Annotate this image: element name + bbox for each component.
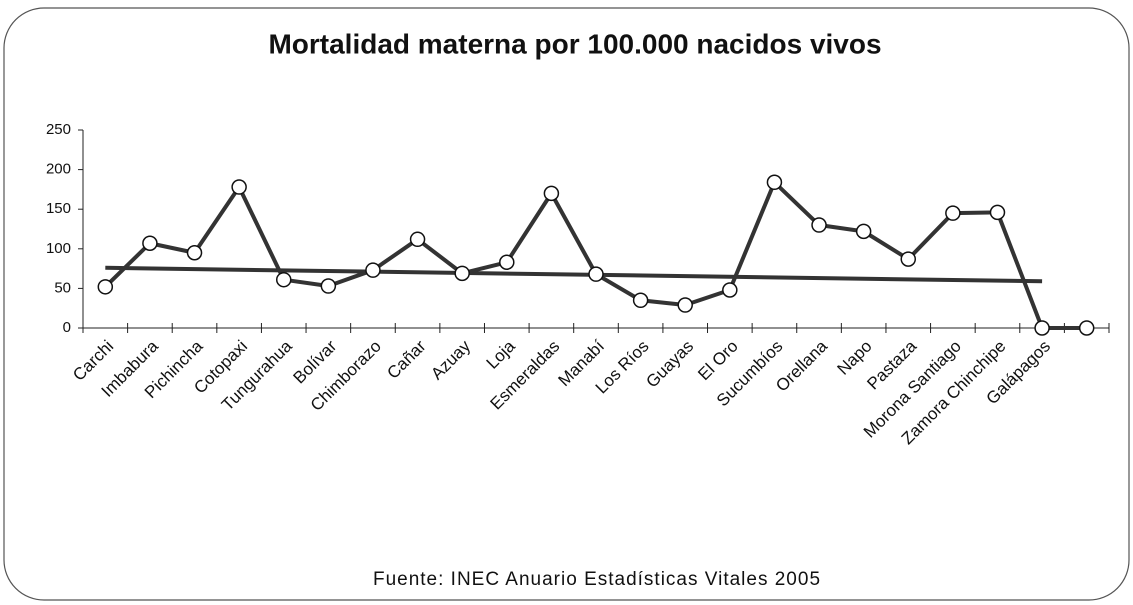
y-tick-label: 0 (63, 319, 71, 336)
data-point (499, 254, 515, 271)
data-point (543, 185, 560, 202)
data-point (320, 278, 337, 294)
data-point (1078, 320, 1095, 336)
data-point (677, 297, 693, 313)
data-point (855, 223, 872, 240)
data-point (1034, 320, 1050, 336)
data-point (811, 217, 827, 233)
data-point (454, 265, 470, 282)
chart-frame (3, 7, 1130, 601)
y-tick-label: 250 (46, 121, 71, 138)
data-point (186, 245, 203, 261)
data-point (945, 205, 961, 221)
data-point (722, 282, 738, 298)
data-point (409, 231, 426, 248)
data-point (365, 262, 381, 278)
data-point (766, 174, 783, 191)
data-point (989, 204, 1006, 221)
y-tick-label: 150 (46, 200, 71, 217)
y-tick-label: 50 (54, 279, 71, 296)
data-point (97, 279, 114, 295)
data-point (275, 271, 292, 288)
y-tick-label: 100 (46, 240, 71, 257)
chart-title: Mortalidad materna por 100.000 nacidos v… (268, 28, 881, 59)
data-point (900, 251, 917, 267)
y-tick-label: 200 (46, 161, 71, 178)
data-point (632, 292, 649, 309)
data-point (142, 235, 158, 252)
trend-line (105, 265, 1043, 284)
source-note: Fuente: INEC Anuario Estadísticas Vitale… (373, 569, 821, 590)
data-point (231, 179, 247, 195)
data-point (588, 266, 604, 282)
